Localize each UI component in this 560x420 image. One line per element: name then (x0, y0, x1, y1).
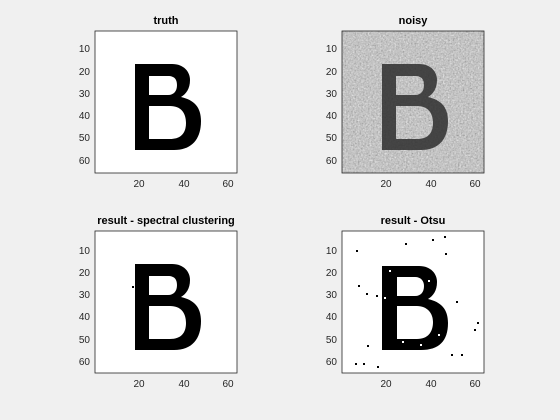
y-tick-label: 10 (326, 44, 338, 55)
subplot-otsu: result - Otsu (326, 215, 485, 390)
y-tick-label: 10 (79, 44, 91, 55)
speck-pixel (363, 363, 365, 365)
x-tick-labels: 20 40 60 (380, 379, 481, 390)
speck-pixel (358, 285, 360, 287)
x-tick-labels: 20 40 60 (133, 379, 234, 390)
x-tick-label: 60 (469, 379, 481, 390)
x-tick-label: 40 (425, 379, 437, 390)
y-tick-label: 10 (326, 246, 338, 257)
y-tick-label: 20 (79, 67, 91, 78)
y-tick-label: 50 (326, 335, 338, 346)
letter-b-shape (382, 64, 448, 150)
y-tick-label: 30 (326, 89, 338, 100)
subplot-noisy: noisy 10 20 30 40 50 60 20 40 60 (326, 15, 485, 190)
speck-pixel (356, 250, 358, 252)
y-tick-label: 20 (79, 268, 91, 279)
x-tick-label: 40 (178, 179, 190, 190)
x-tick-label: 20 (133, 179, 145, 190)
y-tick-label: 60 (79, 156, 91, 167)
x-tick-label: 40 (425, 179, 437, 190)
y-tick-labels: 10 20 30 40 50 60 (326, 246, 338, 368)
stray-pixel (132, 286, 134, 288)
subplot-truth: truth 10 20 30 40 50 60 20 40 60 (79, 15, 238, 190)
y-tick-label: 30 (79, 290, 91, 301)
y-tick-label: 20 (326, 268, 338, 279)
axes-frame (341, 230, 485, 374)
speck-pixel (405, 243, 407, 245)
speck-pixel (388, 267, 390, 269)
subplot-title: result - spectral clustering (97, 215, 235, 227)
speck-pixel (367, 345, 369, 347)
x-tick-label: 20 (133, 379, 145, 390)
hole-pixel (420, 344, 422, 346)
speck-pixel (456, 301, 458, 303)
y-tick-label: 40 (79, 111, 91, 122)
hole-pixel (414, 289, 416, 291)
y-tick-label: 60 (326, 156, 338, 167)
y-tick-label: 20 (326, 67, 338, 78)
speck-pixel (355, 363, 357, 365)
x-tick-label: 40 (178, 379, 190, 390)
axes-frame (94, 30, 238, 174)
y-tick-label: 50 (79, 335, 91, 346)
y-tick-label: 30 (326, 290, 338, 301)
speck-pixel (376, 295, 378, 297)
y-tick-labels: 10 20 30 40 50 60 (79, 246, 91, 368)
letter-b-shape (135, 264, 201, 350)
speck-pixel (445, 253, 447, 255)
y-tick-label: 10 (79, 246, 91, 257)
y-tick-label: 60 (326, 357, 338, 368)
letter-b-shape (382, 266, 448, 350)
speck-pixel (444, 236, 446, 238)
speck-pixel (451, 354, 453, 356)
hole-pixel (384, 297, 386, 299)
axes-frame (341, 30, 485, 174)
y-tick-label: 40 (326, 111, 338, 122)
x-tick-labels: 20 40 60 (133, 179, 234, 190)
y-tick-label: 50 (326, 133, 338, 144)
subplot-spectral-clustering: result - spectral clustering 10 20 30 40… (79, 215, 238, 390)
subplot-title: noisy (399, 15, 429, 27)
otsu-specks (355, 236, 479, 368)
hole-pixel (411, 312, 413, 314)
x-tick-label: 60 (222, 179, 234, 190)
hole-pixel (389, 270, 391, 272)
y-tick-label: 40 (326, 312, 338, 323)
speck-pixel (377, 366, 379, 368)
y-tick-labels: 10 20 30 40 50 60 (79, 44, 91, 167)
x-tick-label: 20 (380, 179, 392, 190)
hole-pixel (438, 334, 440, 336)
speck-pixel (477, 322, 479, 324)
speck-pixel (461, 354, 463, 356)
y-tick-label: 30 (79, 89, 91, 100)
speck-pixel (432, 239, 434, 241)
subplot-title: truth (153, 15, 178, 27)
y-tick-label: 50 (79, 133, 91, 144)
speck-pixel (366, 293, 368, 295)
hole-pixel (402, 341, 404, 343)
otsu-holes (384, 270, 440, 346)
x-tick-label: 20 (380, 379, 392, 390)
x-tick-labels: 20 40 60 (380, 179, 481, 190)
letter-b-shape (135, 64, 201, 150)
speck-pixel (474, 329, 476, 331)
hole-pixel (428, 280, 430, 282)
x-tick-label: 60 (469, 179, 481, 190)
y-tick-labels: 10 20 30 40 50 60 (326, 44, 338, 167)
y-tick-label: 40 (79, 312, 91, 323)
axes-frame (94, 230, 238, 374)
y-tick-label: 60 (79, 357, 91, 368)
subplot-title: result - Otsu (381, 215, 446, 227)
x-tick-label: 60 (222, 379, 234, 390)
